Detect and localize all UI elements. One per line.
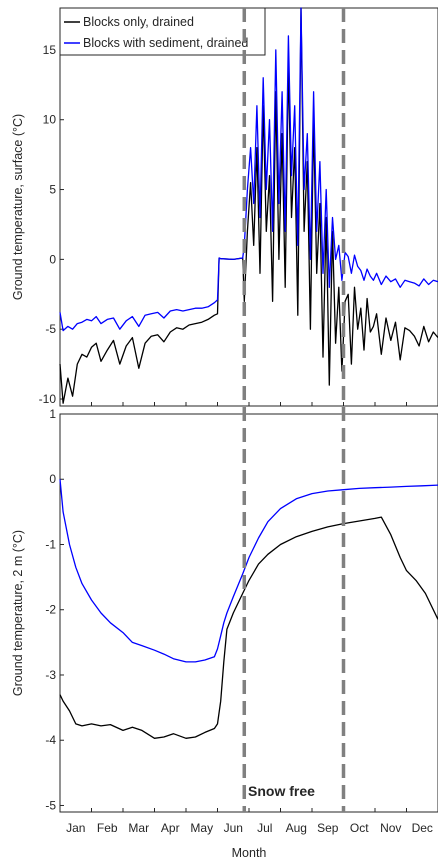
x-tick-label: Apr	[161, 821, 180, 835]
bottom-y-tick-label: -5	[45, 798, 56, 812]
bottom-series-blocks-only	[59, 516, 438, 739]
top-y-tick-label: 15	[43, 43, 57, 57]
top-series	[59, 7, 438, 404]
two-meter-temperature-panel: -5 -4 -3 -2 -1 0 1 Jan Feb Mar Apr May Jun Jul Aug Sep…	[11, 407, 438, 860]
x-tick-label: Dec	[412, 821, 433, 835]
x-tick-label: Jan	[66, 821, 85, 835]
legend-box	[59, 7, 266, 56]
top-y-tick-label: -10	[39, 392, 57, 406]
snow-free-annotation: Snow free	[248, 783, 315, 799]
top-y-tick-label: 5	[49, 183, 56, 197]
bottom-y-tick-label: -1	[45, 537, 56, 551]
x-tick-label: Jul	[257, 821, 272, 835]
bottom-y-tick-label: -4	[45, 733, 56, 747]
x-tick-label: Aug	[286, 821, 307, 835]
top-series-blocks-only	[59, 7, 438, 404]
top-y-tick-label: -5	[45, 322, 56, 336]
top-y-ticks: -10 -5 0 5 10 15	[39, 43, 438, 406]
bottom-y-tick-label: 1	[49, 407, 56, 421]
bottom-series-blocks-sediment	[59, 479, 438, 663]
x-tick-label: Oct	[350, 821, 369, 835]
bottom-series	[59, 479, 438, 739]
legend-label-blocks-only: Blocks only, drained	[83, 15, 194, 29]
x-tick-label: Sep	[317, 821, 339, 835]
x-tick-label: May	[190, 821, 213, 835]
surface-temperature-panel: -10 -5 0 5 10 15 Ground temperature, surface …	[11, 7, 438, 407]
x-tick-label: Mar	[128, 821, 149, 835]
legend-label-blocks-sediment: Blocks with sediment, drained	[83, 36, 248, 50]
top-y-tick-label: 10	[43, 113, 57, 127]
bottom-y-ticks: -5 -4 -3 -2 -1 0 1	[45, 407, 438, 812]
top-y-tick-label: 0	[49, 252, 56, 266]
x-tick-label: Jun	[224, 821, 243, 835]
legend: Blocks only, drained Blocks with sedimen…	[59, 7, 266, 56]
x-tick-label: Feb	[97, 821, 118, 835]
x-axis-label: Month	[232, 846, 267, 860]
bottom-y-tick-label: 0	[49, 472, 56, 486]
bottom-plot-box	[59, 413, 438, 813]
bottom-y-tick-label: -2	[45, 603, 56, 617]
bottom-y-tick-label: -3	[45, 668, 56, 682]
top-y-axis-label: Ground temperature, surface (°C)	[11, 114, 25, 300]
bottom-y-axis-label: Ground temperature, 2 m (°C)	[11, 530, 25, 696]
x-ticks: Jan Feb Mar Apr May Jun Jul Aug Sep Oct Nov Dec	[66, 821, 433, 835]
x-tick-label: Nov	[380, 821, 401, 835]
top-series-blocks-sediment	[59, 7, 438, 332]
snow-free-markers	[242, 8, 346, 812]
